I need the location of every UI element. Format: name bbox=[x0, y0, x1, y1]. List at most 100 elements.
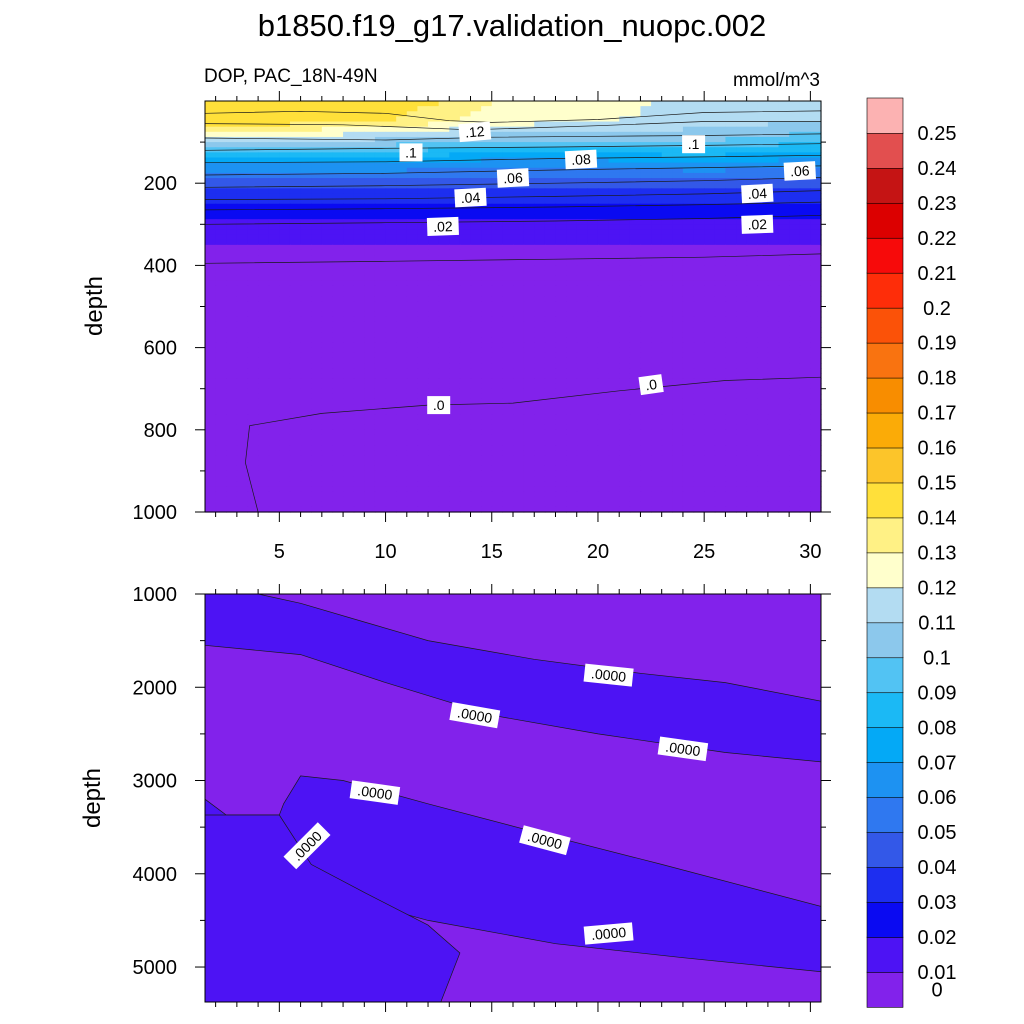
upper-contour-cell bbox=[736, 239, 748, 246]
upper-contour-cell bbox=[279, 409, 291, 415]
upper-contour-cell bbox=[364, 167, 376, 174]
upper-contour-cell bbox=[236, 285, 249, 292]
upper-contour-cell bbox=[321, 321, 334, 328]
upper-contour-cell bbox=[523, 183, 535, 189]
upper-contour-cell bbox=[799, 121, 811, 128]
upper-contour-cell bbox=[544, 208, 557, 215]
upper-contour-cell bbox=[417, 342, 429, 349]
upper-contour-cell bbox=[385, 470, 397, 477]
upper-contour-cell bbox=[491, 506, 503, 513]
upper-contour-cell bbox=[428, 270, 440, 277]
upper-contour-cell bbox=[640, 332, 652, 338]
upper-contour-cell bbox=[736, 260, 748, 266]
upper-contour-cell bbox=[449, 101, 461, 107]
upper-contour-cell bbox=[205, 208, 217, 215]
upper-contour-cell bbox=[767, 419, 780, 426]
upper-contour-cell bbox=[736, 434, 748, 441]
upper-contour-cell bbox=[289, 383, 302, 390]
colorbar-label: 0.11 bbox=[918, 612, 955, 634]
upper-contour-cell bbox=[343, 440, 355, 446]
upper-contour-cell bbox=[459, 342, 472, 349]
upper-contour-cell bbox=[608, 460, 620, 467]
upper-contour-cell bbox=[566, 188, 578, 195]
upper-contour-cell bbox=[619, 291, 631, 297]
upper-contour-cell bbox=[544, 111, 557, 118]
upper-contour-cell bbox=[449, 285, 461, 292]
upper-contour-cell bbox=[406, 501, 419, 508]
upper-contour-cell bbox=[799, 368, 811, 374]
upper-contour-cell bbox=[576, 270, 588, 277]
upper-contour-cell bbox=[374, 311, 387, 318]
upper-contour-cell bbox=[205, 332, 217, 338]
upper-contour-cell bbox=[714, 501, 727, 508]
upper-contour-cell bbox=[205, 440, 217, 446]
upper-contour-cell bbox=[343, 352, 355, 359]
lower-contour-label-text: .0000 bbox=[356, 782, 393, 803]
upper-contour-cell bbox=[651, 342, 663, 349]
upper-contour-cell bbox=[810, 214, 822, 220]
upper-contour-cell bbox=[693, 321, 705, 328]
upper-contour-cell bbox=[810, 388, 822, 395]
upper-contour-cell bbox=[459, 311, 472, 318]
upper-contour-cell bbox=[597, 496, 610, 503]
upper-contour-cell bbox=[502, 445, 514, 451]
upper-contour-cell bbox=[205, 275, 217, 282]
upper-contour-cell bbox=[279, 424, 291, 431]
upper-contour-cell bbox=[481, 414, 493, 421]
colorbar-label: 0.04 bbox=[918, 857, 957, 879]
upper-contour-cell bbox=[226, 414, 238, 421]
upper-contour-cell bbox=[725, 496, 737, 503]
upper-contour-cell bbox=[321, 440, 334, 446]
upper-contour-cell bbox=[566, 249, 578, 256]
upper-contour-cell bbox=[364, 152, 376, 159]
upper-contour-cell bbox=[438, 414, 450, 421]
upper-contour-cell bbox=[258, 249, 270, 256]
upper-contour-cell bbox=[279, 167, 291, 174]
upper-contour-cell bbox=[534, 280, 546, 287]
upper-contour-cell bbox=[523, 352, 535, 359]
upper-contour-cell bbox=[226, 332, 238, 338]
upper-contour-cell bbox=[364, 501, 376, 508]
upper-contour-cell bbox=[385, 460, 397, 467]
upper-contour-cell bbox=[746, 162, 758, 169]
upper-contour-cell bbox=[374, 260, 387, 266]
upper-contour-cell bbox=[215, 316, 227, 323]
upper-contour-cell bbox=[587, 193, 599, 200]
upper-contour-cell bbox=[651, 260, 663, 266]
upper-contour-cell bbox=[247, 311, 259, 318]
upper-contour-cell bbox=[757, 136, 769, 143]
upper-contour-cell bbox=[629, 337, 642, 344]
upper-contour-cell bbox=[268, 101, 280, 107]
upper-contour-cell bbox=[205, 460, 217, 467]
upper-contour-cell bbox=[459, 440, 472, 446]
upper-contour-cell bbox=[587, 378, 599, 385]
upper-ytick-label: 600 bbox=[144, 338, 177, 360]
upper-contour-cell bbox=[566, 368, 578, 374]
upper-contour-cell bbox=[215, 429, 227, 436]
upper-contour-cell bbox=[725, 368, 737, 374]
upper-contour-cell bbox=[300, 424, 312, 431]
upper-contour-cell bbox=[258, 481, 270, 487]
upper-contour-cell bbox=[746, 357, 758, 364]
upper-contour-cell bbox=[523, 357, 535, 364]
upper-contour-cell bbox=[417, 229, 429, 236]
upper-contour-cell bbox=[767, 491, 780, 498]
upper-contour-cell bbox=[725, 486, 737, 493]
upper-contour-cell bbox=[767, 106, 780, 112]
upper-contour-cell bbox=[682, 193, 695, 200]
upper-contour-cell bbox=[746, 178, 758, 184]
upper-contour-cell bbox=[608, 167, 620, 174]
upper-contour-cell bbox=[513, 486, 525, 493]
upper-contour-cell bbox=[608, 270, 620, 277]
upper-contour-cell bbox=[374, 486, 387, 493]
upper-contour-cell bbox=[640, 311, 652, 318]
upper-contour-cell bbox=[555, 357, 567, 364]
upper-contour-cell bbox=[714, 311, 727, 318]
upper-contour-cell bbox=[374, 414, 387, 421]
upper-contour-cell bbox=[587, 342, 599, 349]
upper-contour-cell bbox=[693, 429, 705, 436]
upper-contour-cell bbox=[470, 327, 482, 333]
upper-contour-cell bbox=[300, 460, 312, 467]
upper-contour-cell bbox=[640, 275, 652, 282]
upper-contour-cell bbox=[523, 429, 535, 436]
